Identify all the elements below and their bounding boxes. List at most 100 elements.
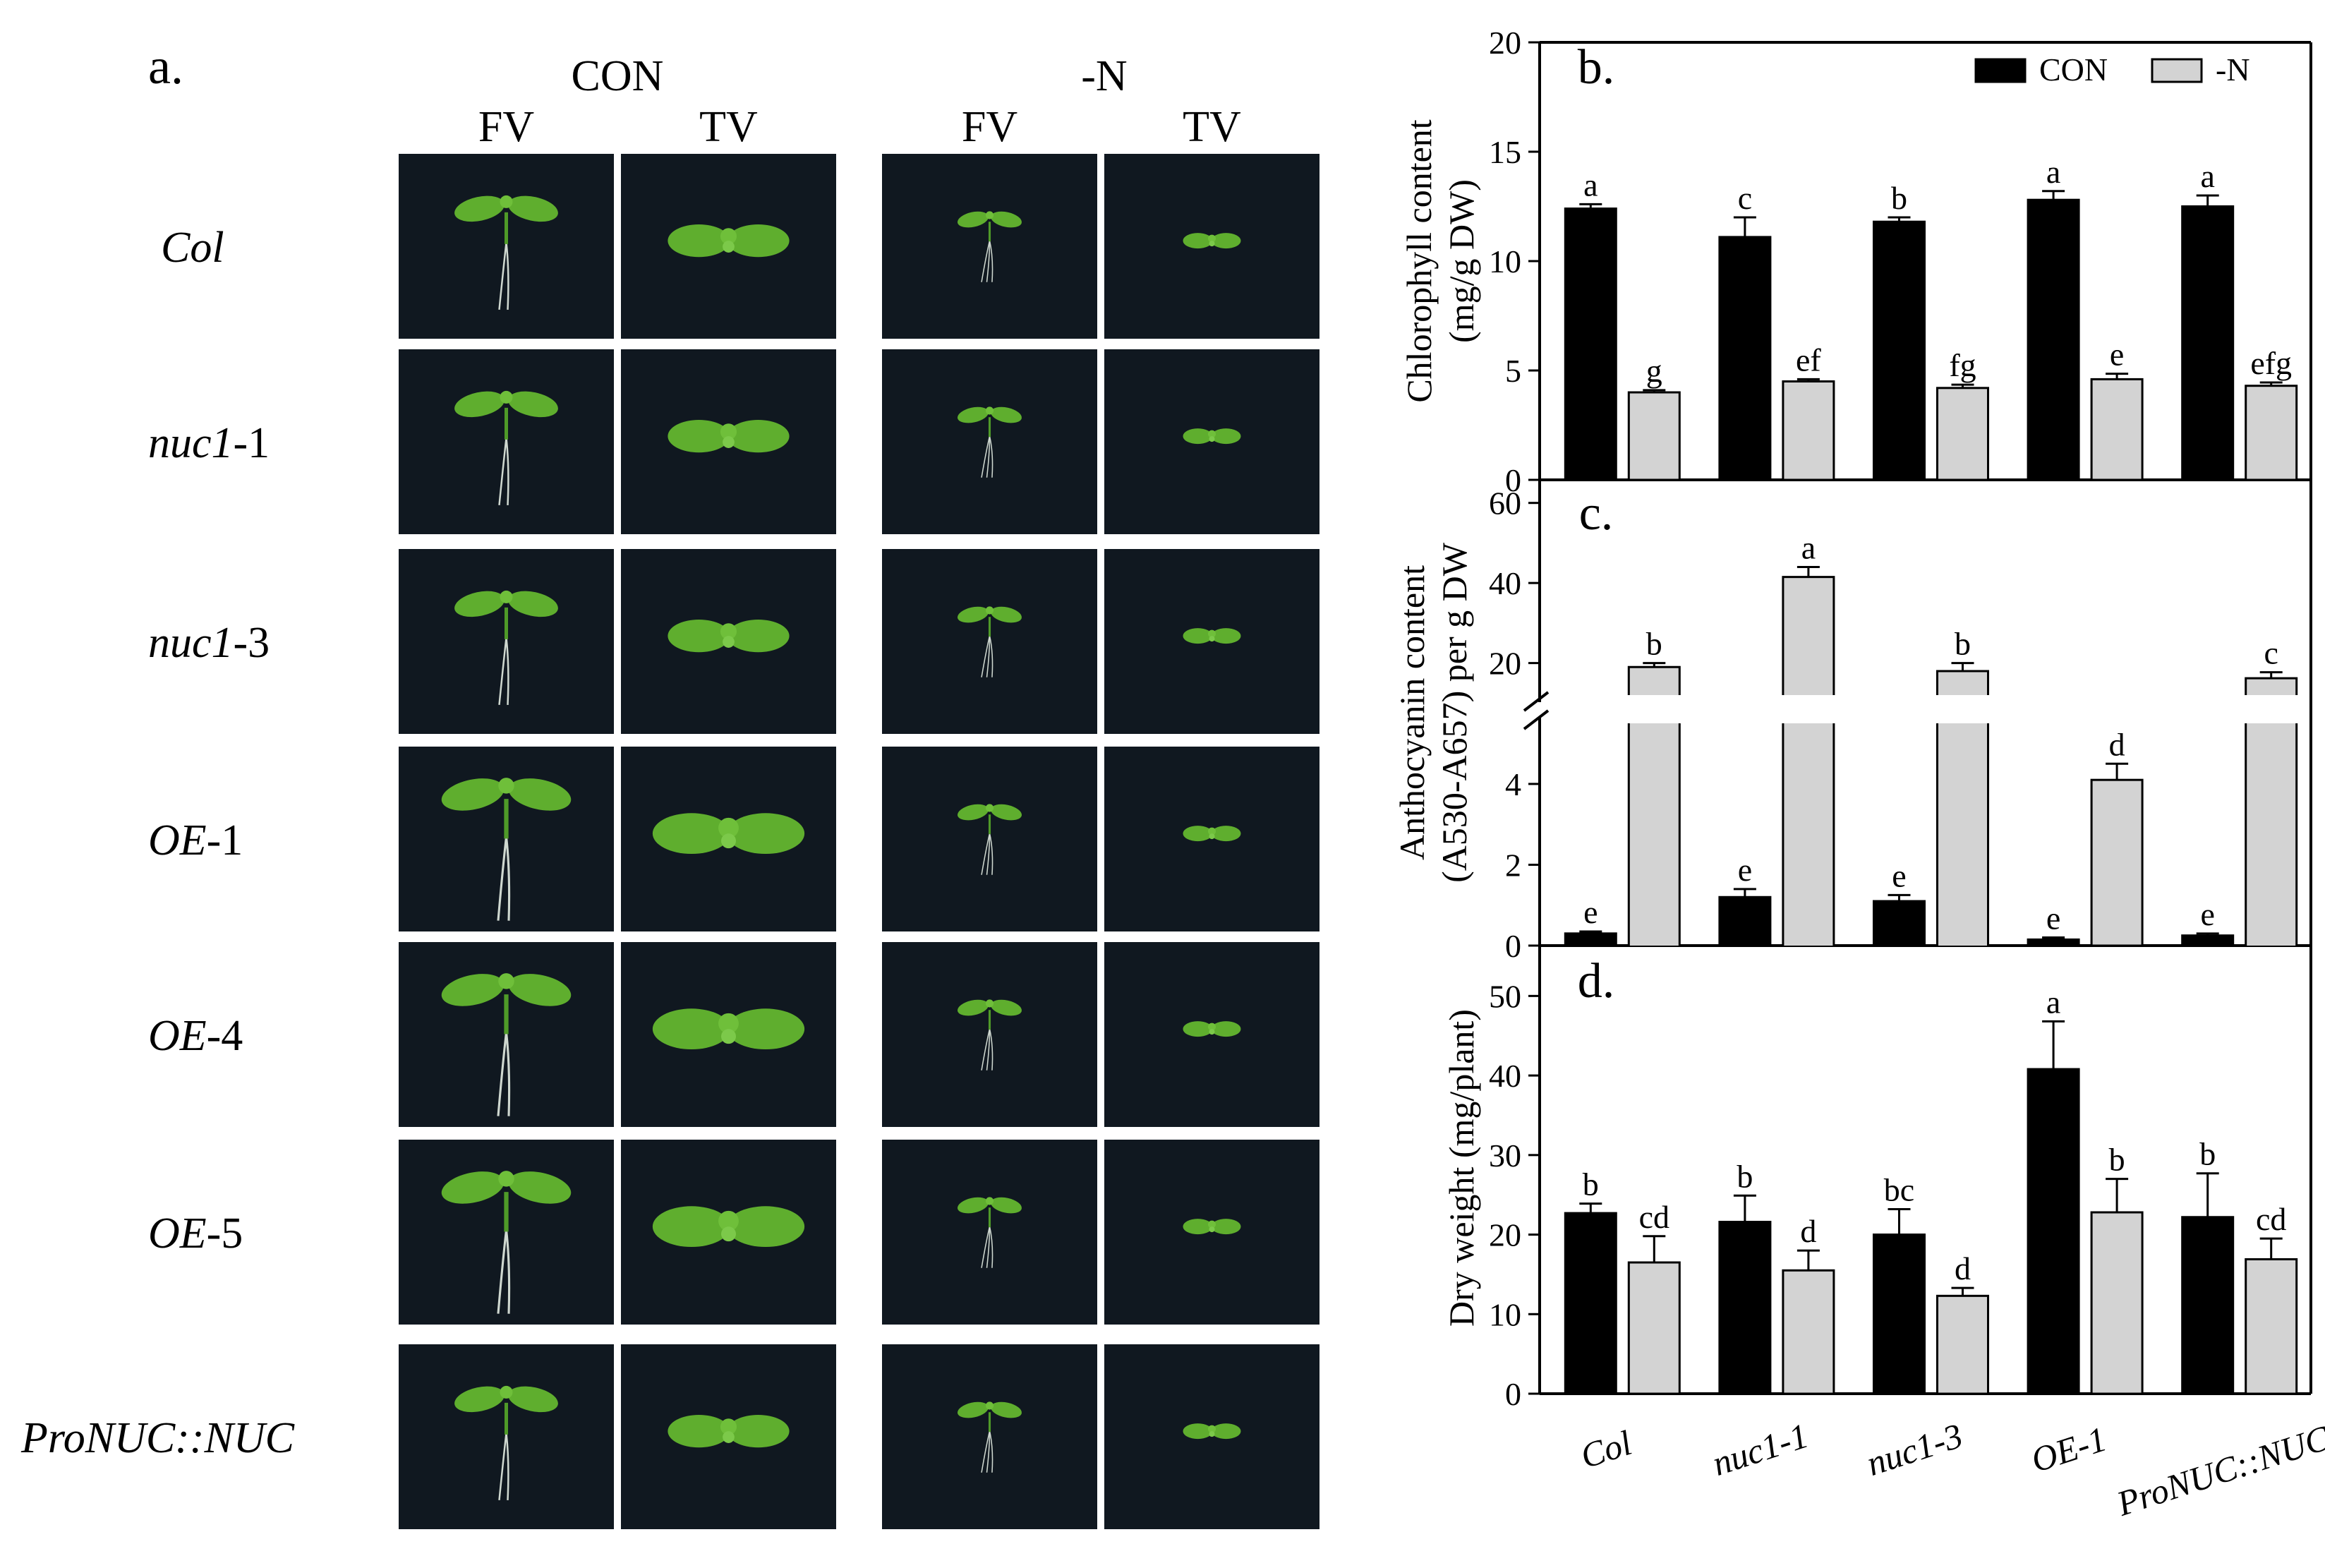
y-tick-label: 40 (1489, 1058, 1521, 1094)
seedling-photo (399, 1344, 614, 1529)
panel-label: b. (1578, 40, 1615, 95)
bar-minus-n (1782, 1269, 1835, 1395)
seedling-photo (882, 1140, 1097, 1325)
significance-letter: d (1800, 1213, 1816, 1249)
x-tick-label: OE-1 (2027, 1418, 2111, 1480)
panel-label: c. (1579, 486, 1614, 541)
seedling-photo (1104, 747, 1319, 931)
significance-letter: a (2200, 158, 2214, 194)
y-tick-label: 30 (1489, 1138, 1521, 1174)
significance-letter: b (2109, 1142, 2125, 1178)
seedling-photo (399, 942, 614, 1127)
view-header-fv-3: FV (962, 103, 1017, 151)
significance-letter: cd (2256, 1201, 2286, 1237)
bar-con (1873, 1234, 1926, 1395)
y-tick-label: 5 (1505, 353, 1521, 389)
y-tick-label: 0 (1505, 928, 1521, 964)
significance-letter: efg (2250, 345, 2292, 381)
seedling-photo (399, 154, 614, 339)
significance-letter: e (2046, 900, 2060, 936)
bar-minus-n-upper (2245, 678, 2297, 695)
y-axis-label: Dry weight (mg/plant) (1442, 1009, 1481, 1327)
legend-swatch (1974, 58, 2027, 83)
bar-con (1564, 207, 1617, 481)
bar-con (1718, 1221, 1772, 1395)
x-tick-label: ProNUC::NUC (2111, 1418, 2325, 1524)
seedling-photo (621, 154, 836, 339)
bar-minus-n (1627, 1261, 1681, 1395)
significance-letter: a (2046, 154, 2060, 190)
bar-con (2027, 938, 2080, 947)
significance-letter: bc (1884, 1171, 1914, 1207)
y-tick-label: 50 (1489, 978, 1521, 1014)
bar-minus-n-lower (1937, 723, 1988, 946)
significance-letter: d (2109, 726, 2125, 762)
y-tick-label: 20 (1489, 25, 1521, 61)
genotype-label: OE-1 (148, 816, 243, 864)
seedling-photo (1104, 1344, 1319, 1529)
legend-entry: CON (2039, 52, 2108, 88)
significance-letter: b (1891, 180, 1907, 216)
y-tick-label: 20 (1489, 646, 1521, 682)
axis-break-mark (1523, 709, 1550, 730)
y-tick-label: 2 (1505, 847, 1521, 883)
significance-letter: b (1737, 1158, 1753, 1194)
seedling-photo (1104, 942, 1319, 1127)
genotype-label: OE-4 (148, 1012, 243, 1060)
y-tick-label: 20 (1489, 1217, 1521, 1253)
seedling-photo (621, 942, 836, 1127)
seedling-photo (882, 747, 1097, 931)
bar-con (1873, 220, 1926, 481)
panel-label: d. (1578, 954, 1615, 1008)
bar-minus-n (1782, 380, 1835, 481)
seedling-photo (882, 549, 1097, 734)
significance-letter: e (2110, 337, 2124, 373)
bar-con (1564, 932, 1617, 947)
bar-con (2027, 198, 2080, 481)
significance-letter: b (1955, 626, 1971, 662)
y-axis-label: Anthocyanin content (1392, 565, 1432, 860)
bar-minus-n-lower (1782, 723, 1834, 946)
condition-header-con: CON (572, 52, 664, 100)
genotype-label: nuc1-3 (148, 619, 270, 667)
bar-con (2181, 1216, 2235, 1395)
seedling-photo (882, 349, 1097, 534)
seedling-photo (399, 349, 614, 534)
significance-letter: b (1646, 626, 1662, 662)
significance-letter: d (1955, 1250, 1971, 1286)
bar-minus-n (2090, 378, 2144, 481)
significance-letter: b (2199, 1136, 2216, 1172)
y-tick-label: 15 (1489, 134, 1521, 170)
genotype-label: OE-5 (148, 1210, 243, 1258)
seedling-photo (1104, 349, 1319, 534)
bar-minus-n-lower (1629, 723, 1680, 946)
bar-minus-n (1627, 391, 1681, 481)
significance-letter: c (1738, 180, 1752, 216)
seedling-photo (882, 1344, 1097, 1529)
x-tick-label: nuc1-3 (1862, 1416, 1967, 1483)
significance-letter: a (1801, 529, 1816, 565)
bar-con (2181, 934, 2235, 947)
seedling-photo (399, 1140, 614, 1325)
significance-letter: a (1583, 167, 1598, 203)
seedling-photo (399, 549, 614, 734)
bar-con (2181, 205, 2235, 481)
y-tick-label: 10 (1489, 1296, 1521, 1332)
y-axis-label: Chlorophyll content (1399, 119, 1439, 402)
bar-con (1718, 895, 1772, 947)
seedling-photo (399, 747, 614, 931)
seedling-photo (621, 349, 836, 534)
y-tick-label: 4 (1505, 766, 1521, 802)
view-header-fv-1: FV (478, 103, 534, 151)
significance-letter: cd (1639, 1199, 1669, 1235)
bar-minus-n (1936, 1294, 1989, 1395)
panel-a-label: a. (148, 38, 183, 95)
y-tick-label: 40 (1489, 565, 1521, 601)
significance-letter: ef (1796, 342, 1821, 378)
bar-minus-n-upper (1629, 667, 1680, 695)
genotype-label: nuc1-1 (148, 419, 270, 467)
significance-letter: e (1583, 894, 1598, 930)
y-axis-label: (mg/g DW) (1442, 179, 1481, 343)
x-tick-label: nuc1-1 (1708, 1416, 1813, 1483)
